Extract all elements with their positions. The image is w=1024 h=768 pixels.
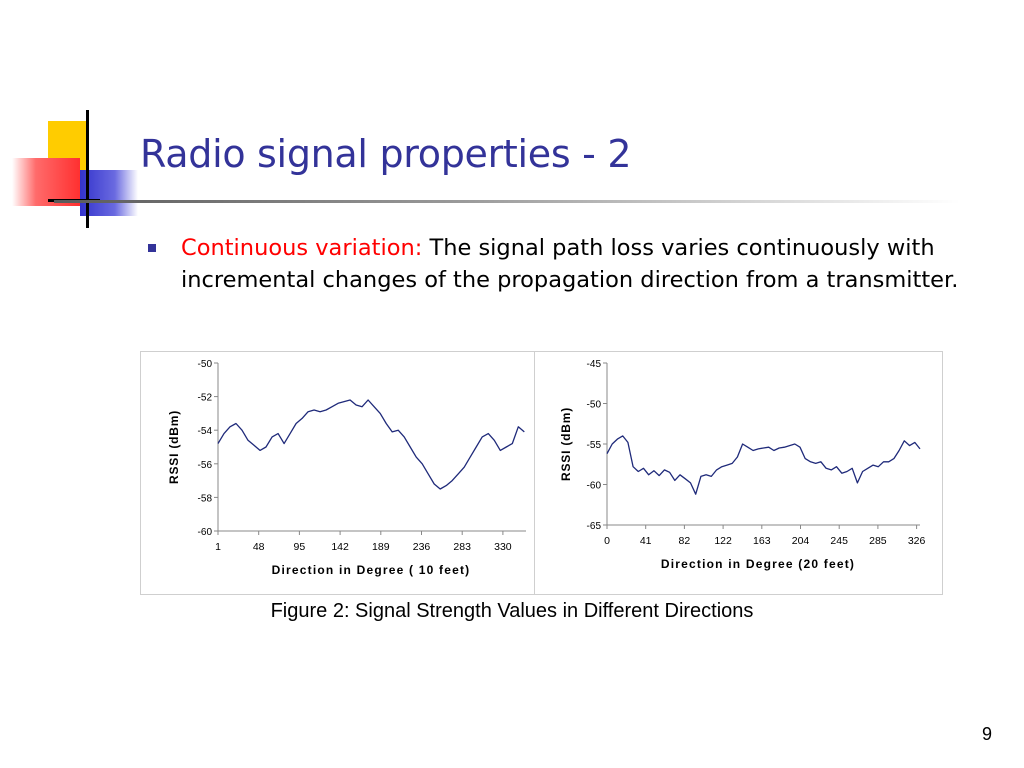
- x-tick-label: 326: [908, 535, 926, 547]
- y-axis-label: RSSI (dBm): [167, 410, 181, 484]
- chart-20-feet: -45 -50 -55 -60 -650 41 82 122 163 204 245 285 326 Di…: [559, 359, 926, 571]
- deco-vertical-line: [86, 110, 89, 228]
- y-tick-label: -60: [198, 527, 213, 538]
- x-tick-label: 163: [753, 535, 771, 547]
- y-tick-label: -54: [198, 426, 213, 437]
- y-tick-label: -58: [198, 493, 213, 504]
- x-tick-label: 330: [494, 541, 512, 553]
- y-tick-label: -50: [198, 359, 213, 370]
- deco-blue-square: [80, 170, 138, 216]
- x-tick-label: 285: [869, 535, 887, 547]
- y-axis-label: RSSI (dBm): [559, 407, 573, 481]
- y-tick-label: -45: [587, 359, 602, 370]
- y-tick-label: -60: [587, 481, 602, 492]
- x-tick-label: 1: [215, 541, 221, 553]
- bullet-body: The signal path loss varies continuously…: [181, 235, 959, 293]
- y-tick-label: -56: [198, 460, 213, 471]
- series-line: [217, 399, 525, 490]
- x-tick-label: 82: [679, 535, 691, 547]
- figure-caption: Figure 2: Signal Strength Values in Diff…: [270, 600, 754, 622]
- x-tick-label: 283: [453, 541, 471, 553]
- x-axis-label: Direction in Degree ( 10 feet): [272, 563, 471, 577]
- y-tick-label: -52: [198, 393, 213, 404]
- title-underline: [54, 200, 960, 203]
- x-tick-label: 189: [372, 541, 390, 553]
- x-tick-label: 245: [830, 535, 848, 547]
- y-tick-label: -65: [587, 521, 602, 532]
- x-tick-label: 204: [792, 535, 810, 547]
- y-tick-label: -50: [587, 400, 602, 411]
- x-tick-label: 95: [294, 541, 306, 553]
- x-tick-label: 122: [714, 535, 732, 547]
- figure-frame: [140, 351, 943, 595]
- page-number: 9: [981, 724, 992, 744]
- series-line: [606, 435, 921, 495]
- deco-red-square: [12, 158, 80, 206]
- x-tick-label: 0: [604, 535, 610, 547]
- x-tick-label: 236: [413, 541, 431, 553]
- x-axis-label: Direction in Degree (20 feet): [661, 557, 855, 571]
- bullet-lead: Continuous variation:: [181, 235, 423, 261]
- bullet-text: Continuous variation: The signal path lo…: [181, 232, 996, 296]
- bullet-square-icon: [148, 244, 156, 252]
- x-tick-label: 41: [640, 535, 652, 547]
- x-tick-label: 48: [253, 541, 265, 553]
- y-tick-label: -55: [587, 440, 602, 451]
- chart-10-feet: -50 -52 -54 -56 -58 -601 48 95 142 189 236 283 330 Di…: [167, 359, 526, 577]
- figure-divider: [534, 351, 535, 595]
- x-tick-label: 142: [331, 541, 349, 553]
- slide-title: Radio signal properties - 2: [140, 132, 632, 176]
